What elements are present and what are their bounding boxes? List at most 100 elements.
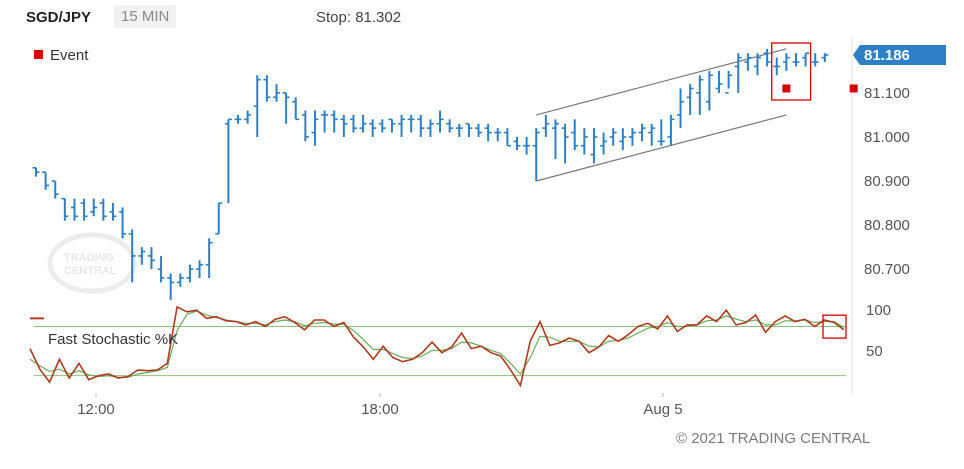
ohlc-bar — [705, 70, 713, 111]
symbol-label: SGD/JPY — [26, 9, 92, 26]
ohlc-bar — [600, 132, 608, 155]
ohlc-bar — [42, 171, 50, 190]
ohlc-series — [32, 48, 829, 300]
ohlc-bar — [51, 180, 59, 199]
stochastic-tick-label: 50 — [866, 343, 883, 360]
watermark-line2: CENTRAL — [64, 265, 117, 277]
ohlc-bar — [782, 53, 790, 71]
ohlc-bar — [686, 84, 694, 115]
ohlc-bar — [359, 114, 367, 133]
stochastic-d-line — [29, 310, 845, 378]
ohlc-bar — [638, 123, 646, 142]
ohlc-bar — [609, 128, 617, 146]
ohlc-bar — [821, 53, 829, 63]
ohlc-bar — [484, 123, 492, 142]
ohlc-bar — [224, 118, 232, 204]
watermark-line1: TRADING — [64, 252, 114, 264]
ohlc-bar — [551, 119, 559, 159]
stop-label: Stop: 81.302 — [316, 9, 402, 26]
ohlc-bar — [513, 136, 521, 151]
ohlc-bar — [321, 110, 329, 133]
ohlc-bar — [311, 110, 319, 146]
event-legend: Event — [34, 47, 88, 64]
ohlc-bar — [523, 136, 531, 155]
ohlc-bar — [763, 48, 771, 67]
ohlc-bar — [330, 110, 338, 133]
ohlc-bar — [715, 70, 723, 93]
ohlc-bar — [388, 118, 396, 133]
ohlc-bar — [80, 198, 88, 221]
event-legend-label: Event — [50, 47, 89, 64]
ohlc-bar — [282, 92, 290, 124]
ohlc-bar — [398, 114, 406, 137]
ohlc-bar — [90, 198, 98, 217]
ohlc-bar — [802, 52, 810, 67]
ohlc-bar — [407, 114, 415, 133]
ohlc-bar — [792, 53, 800, 67]
ohlc-bar — [253, 75, 261, 137]
ohlc-bar — [811, 53, 819, 67]
ohlc-bar — [754, 53, 761, 76]
stochastic-highlight-box — [822, 314, 847, 339]
ohlc-bar — [734, 53, 742, 93]
price-tick-label: 80.800 — [864, 217, 910, 234]
ohlc-bar — [70, 198, 78, 221]
ohlc-bar — [119, 207, 127, 239]
watermark: TRADING CENTRAL — [47, 232, 137, 294]
time-axis: 12:00 18:00 Aug 5 — [77, 393, 683, 418]
last-price-badge: 81.186 — [853, 44, 946, 65]
copyright: © 2021 TRADING CENTRAL — [676, 430, 871, 447]
ohlc-bar — [167, 273, 175, 300]
price-tick-label: 81.100 — [864, 85, 910, 102]
ohlc-bar — [465, 122, 473, 137]
ohlc-bar — [628, 128, 636, 146]
ohlc-bar — [273, 84, 280, 102]
ohlc-bar — [503, 128, 511, 147]
stochastic-tick-label: 100 — [866, 302, 891, 319]
trend-channel — [536, 48, 787, 182]
last-price-badge-bg — [853, 44, 946, 65]
ohlc-bar — [215, 202, 223, 235]
ohlc-bar — [32, 166, 40, 177]
ohlc-bar — [147, 247, 155, 270]
ohlc-bar — [590, 128, 598, 164]
stochastic-k-line — [29, 305, 845, 388]
stochastic-panel: 100 50 — [29, 302, 891, 388]
ohlc-bar — [99, 198, 107, 221]
ohlc-bar — [571, 119, 579, 151]
ohlc-bar — [677, 88, 685, 129]
event-swatch — [34, 50, 43, 59]
ohlc-bar — [196, 260, 204, 278]
interval-selector[interactable]: 15 MIN — [114, 5, 177, 28]
event-markers — [782, 84, 858, 93]
price-axis: 81.100 81.000 80.900 80.800 80.700 — [864, 85, 910, 278]
event-marker — [849, 84, 858, 93]
ohlc-bar — [234, 114, 242, 124]
time-tick-label: 18:00 — [361, 401, 399, 418]
ohlc-bar — [263, 75, 271, 102]
ohlc-bar — [205, 238, 213, 278]
ohlc-bar — [494, 128, 502, 142]
ohlc-bar — [667, 114, 675, 146]
event-marker — [782, 84, 791, 93]
ohlc-bar — [696, 75, 704, 115]
ohlc-bar — [475, 123, 483, 137]
time-tick-label: Aug 5 — [643, 401, 682, 418]
ohlc-bar — [301, 110, 309, 142]
price-tick-label: 81.000 — [864, 129, 910, 146]
ohlc-bar — [657, 119, 665, 146]
ohlc-bar — [417, 114, 425, 137]
ohlc-bar — [542, 114, 550, 137]
price-tick-label: 80.900 — [864, 173, 910, 190]
chart-header: SGD/JPY 15 MIN Stop: 81.302 — [0, 0, 964, 36]
ohlc-bar — [773, 57, 781, 76]
ohlc-bar — [648, 123, 656, 146]
ohlc-bar — [340, 114, 348, 137]
stochastic-label: Fast Stochastic %K — [48, 331, 179, 348]
ohlc-bar — [176, 273, 184, 287]
ohlc-bar — [378, 119, 386, 133]
ohlc-bar — [744, 53, 752, 71]
ohlc-bar — [244, 110, 252, 124]
ohlc-bar — [619, 128, 627, 151]
